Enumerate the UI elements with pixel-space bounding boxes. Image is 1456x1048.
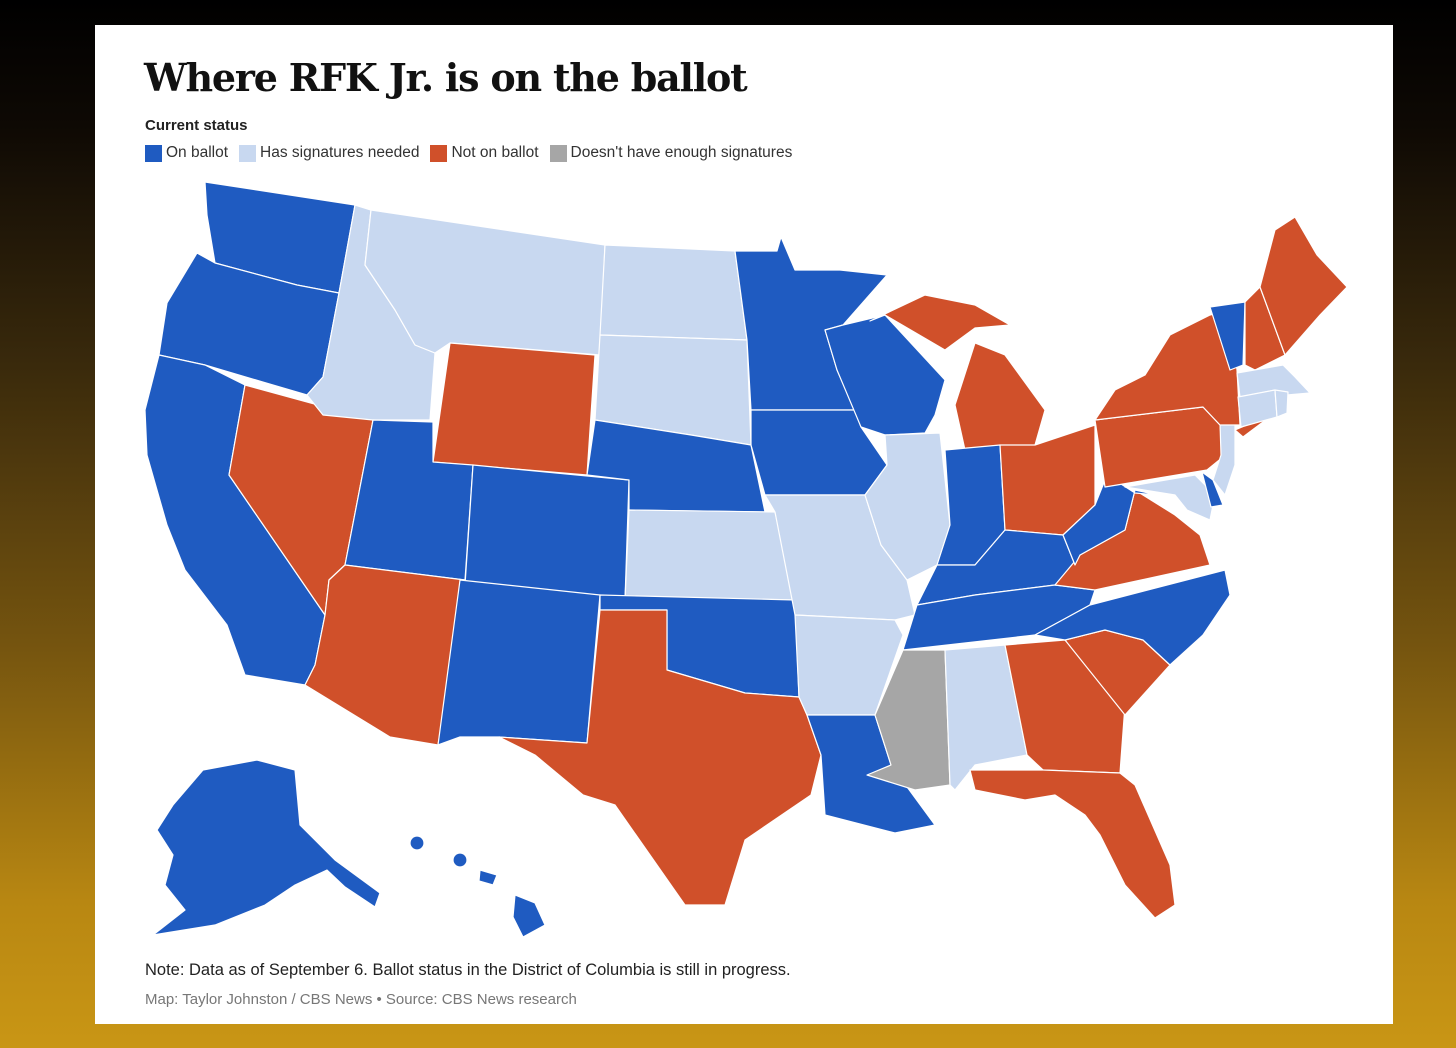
- legend-item-not-enough-signatures: Doesn't have enough signatures: [549, 144, 793, 162]
- state-hi-maui[interactable]: [478, 869, 498, 886]
- state-mi-upper[interactable]: [869, 294, 1011, 351]
- state-de[interactable]: [1201, 471, 1224, 508]
- legend-label-on-ballot: On ballot: [166, 144, 229, 161]
- legend-item-on-ballot: On ballot: [145, 144, 228, 162]
- state-wi[interactable]: [824, 314, 946, 436]
- credit-line: Map: Taylor Johnston / CBS News • Source…: [145, 991, 577, 1008]
- state-hi-oahu[interactable]: [452, 852, 468, 868]
- state-ri[interactable]: [1274, 389, 1289, 418]
- legend-swatch-on-ballot: [145, 144, 162, 162]
- state-nc[interactable]: [1034, 569, 1231, 666]
- state-mi-lower[interactable]: [954, 342, 1046, 451]
- state-hi-west[interactable]: [409, 835, 425, 851]
- state-ct[interactable]: [1237, 389, 1278, 428]
- state-wv[interactable]: [1062, 474, 1158, 566]
- state-tx[interactable]: [498, 609, 822, 906]
- state-tn[interactable]: [902, 584, 1096, 651]
- state-vt[interactable]: [1209, 301, 1246, 371]
- state-me[interactable]: [1259, 216, 1348, 356]
- state-wy[interactable]: [432, 342, 596, 476]
- legend-item-not-on-ballot: Not on ballot: [430, 144, 539, 162]
- state-ak[interactable]: [152, 759, 381, 936]
- map-title: Where RFK Jr. is on the ballot: [144, 55, 748, 100]
- state-hi-big[interactable]: [512, 894, 546, 938]
- legend-item-has-signatures: Has signatures needed: [239, 144, 419, 162]
- chart-card: Where RFK Jr. is on the ballot Current s…: [95, 25, 1393, 1024]
- us-map: [144, 181, 1348, 938]
- state-ny[interactable]: [1094, 309, 1241, 426]
- legend: On ballot Has signatures needed Not on b…: [145, 144, 803, 162]
- state-nm[interactable]: [437, 579, 601, 746]
- footnote: Note: Data as of September 6. Ballot sta…: [145, 961, 791, 979]
- legend-label-not-on-ballot: Not on ballot: [451, 144, 539, 161]
- state-nd[interactable]: [599, 244, 748, 341]
- legend-label-not-enough-signatures: Doesn't have enough signatures: [570, 144, 793, 161]
- legend-swatch-not-on-ballot: [430, 144, 448, 162]
- state-co[interactable]: [464, 464, 630, 601]
- legend-swatch-not-enough-signatures: [549, 144, 567, 162]
- state-fl[interactable]: [969, 769, 1176, 919]
- state-il[interactable]: [864, 432, 951, 581]
- legend-label-has-signatures: Has signatures needed: [260, 144, 420, 161]
- legend-heading: Current status: [145, 117, 248, 134]
- state-md[interactable]: [1124, 474, 1216, 521]
- state-nh[interactable]: [1244, 286, 1286, 371]
- legend-swatch-has-signatures: [239, 144, 257, 162]
- state-ks[interactable]: [624, 509, 796, 601]
